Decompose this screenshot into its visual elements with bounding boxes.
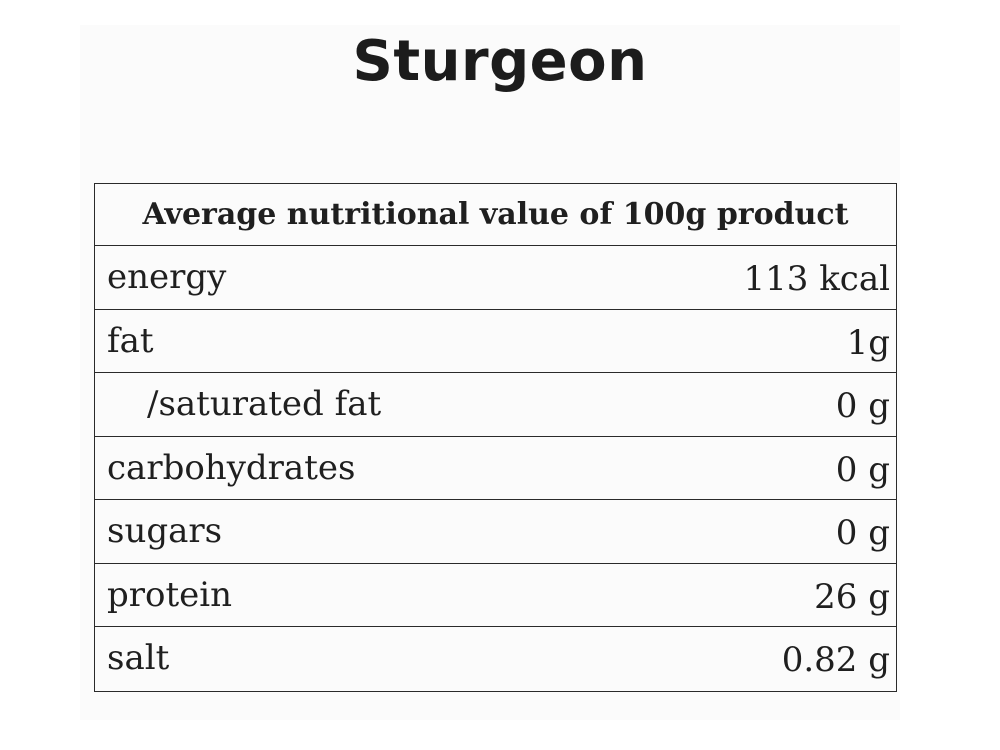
row-value: 26 g <box>814 576 890 617</box>
table-row-energy: energy 113 kcal <box>95 246 896 310</box>
row-label: protein <box>107 574 233 615</box>
row-value: 113 kcal <box>743 259 891 299</box>
table-row-fat: fat 1g <box>95 310 896 373</box>
row-label: /saturated fat <box>147 384 382 424</box>
row-label: energy <box>107 257 227 297</box>
row-value: 0 g <box>835 449 890 490</box>
row-value: 0 g <box>835 386 890 426</box>
nutrition-table-header: Average nutritional value of 100g produc… <box>95 184 896 246</box>
row-label: sugars <box>107 511 223 551</box>
row-value: 0 g <box>835 513 890 553</box>
row-label: fat <box>107 320 154 361</box>
product-title: Sturgeon <box>352 29 648 94</box>
table-row-sugars: sugars 0 g <box>95 500 896 564</box>
nutrition-table: Average nutritional value of 100g produc… <box>94 183 897 692</box>
row-label: carbohydrates <box>107 447 356 488</box>
table-row-carbohydrates: carbohydrates 0 g <box>95 437 896 500</box>
table-row-saturated-fat: /saturated fat 0 g <box>95 373 896 437</box>
table-row-protein: protein 26 g <box>95 564 896 627</box>
row-value: 0.82 g <box>781 640 890 680</box>
row-label: salt <box>107 638 170 678</box>
table-row-salt: salt 0.82 g <box>95 627 896 691</box>
row-value: 1g <box>846 322 890 363</box>
